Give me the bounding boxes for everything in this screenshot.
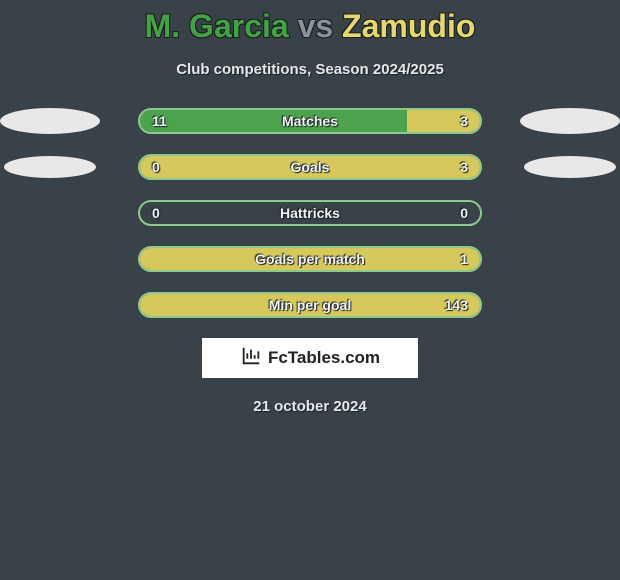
- stat-row: Hattricks0 0: [0, 200, 620, 226]
- stat-label: Goals per match: [140, 248, 480, 270]
- stat-row: Min per goal143: [0, 292, 620, 318]
- stat-label: Hattricks: [140, 202, 480, 224]
- stat-bar: Hattricks0 0: [138, 200, 482, 226]
- player1-avatar-slot: [0, 154, 100, 180]
- player2-value: 1: [448, 248, 480, 270]
- player2-value: 3: [448, 156, 480, 178]
- player2-value: 143: [433, 294, 480, 316]
- player1-value: 11: [140, 110, 179, 132]
- stat-row: Goals per match1: [0, 246, 620, 272]
- player1-value: [140, 294, 164, 316]
- chart-icon: [240, 345, 262, 372]
- vs-text: vs: [298, 8, 334, 44]
- player1-avatar: [0, 108, 100, 134]
- stat-label: Matches: [140, 110, 480, 132]
- subtitle: Club competitions, Season 2024/2025: [0, 61, 620, 78]
- stat-row: Matches11 3: [0, 108, 620, 134]
- player1-avatar-slot: [0, 108, 100, 134]
- player2-value: 3: [448, 110, 480, 132]
- player1-avatar-slot: [0, 246, 100, 272]
- player1-avatar-slot: [0, 292, 100, 318]
- player2-name: Zamudio: [342, 8, 475, 44]
- player2-avatar-slot: [520, 154, 620, 180]
- player2-value: 0: [448, 202, 480, 224]
- player1-avatar: [4, 156, 96, 178]
- player2-avatar-slot: [520, 292, 620, 318]
- player2-avatar-slot: [520, 108, 620, 134]
- stat-bar: Matches11 3: [138, 108, 482, 134]
- stats-chart: Matches113Goals03Hattricks00Goals per ma…: [0, 108, 620, 318]
- stat-bar: Goals0 3: [138, 154, 482, 180]
- player2-avatar-slot: [520, 200, 620, 226]
- comparison-title: M. Garcia vs Zamudio: [0, 0, 620, 45]
- brand-badge: FcTables.com: [202, 338, 418, 378]
- stat-row: Goals0 3: [0, 154, 620, 180]
- player1-value: [140, 248, 164, 270]
- stat-label: Goals: [140, 156, 480, 178]
- player2-avatar-slot: [520, 246, 620, 272]
- player1-value: 0: [140, 202, 172, 224]
- player1-name: M. Garcia: [145, 8, 289, 44]
- stat-bar: Goals per match1: [138, 246, 482, 272]
- stat-bar: Min per goal143: [138, 292, 482, 318]
- stat-label: Min per goal: [140, 294, 480, 316]
- player1-value: 0: [140, 156, 172, 178]
- date-text: 21 october 2024: [0, 398, 620, 415]
- player2-avatar: [520, 108, 620, 134]
- brand-text: FcTables.com: [268, 348, 380, 368]
- player1-avatar-slot: [0, 200, 100, 226]
- player2-avatar: [524, 156, 616, 178]
